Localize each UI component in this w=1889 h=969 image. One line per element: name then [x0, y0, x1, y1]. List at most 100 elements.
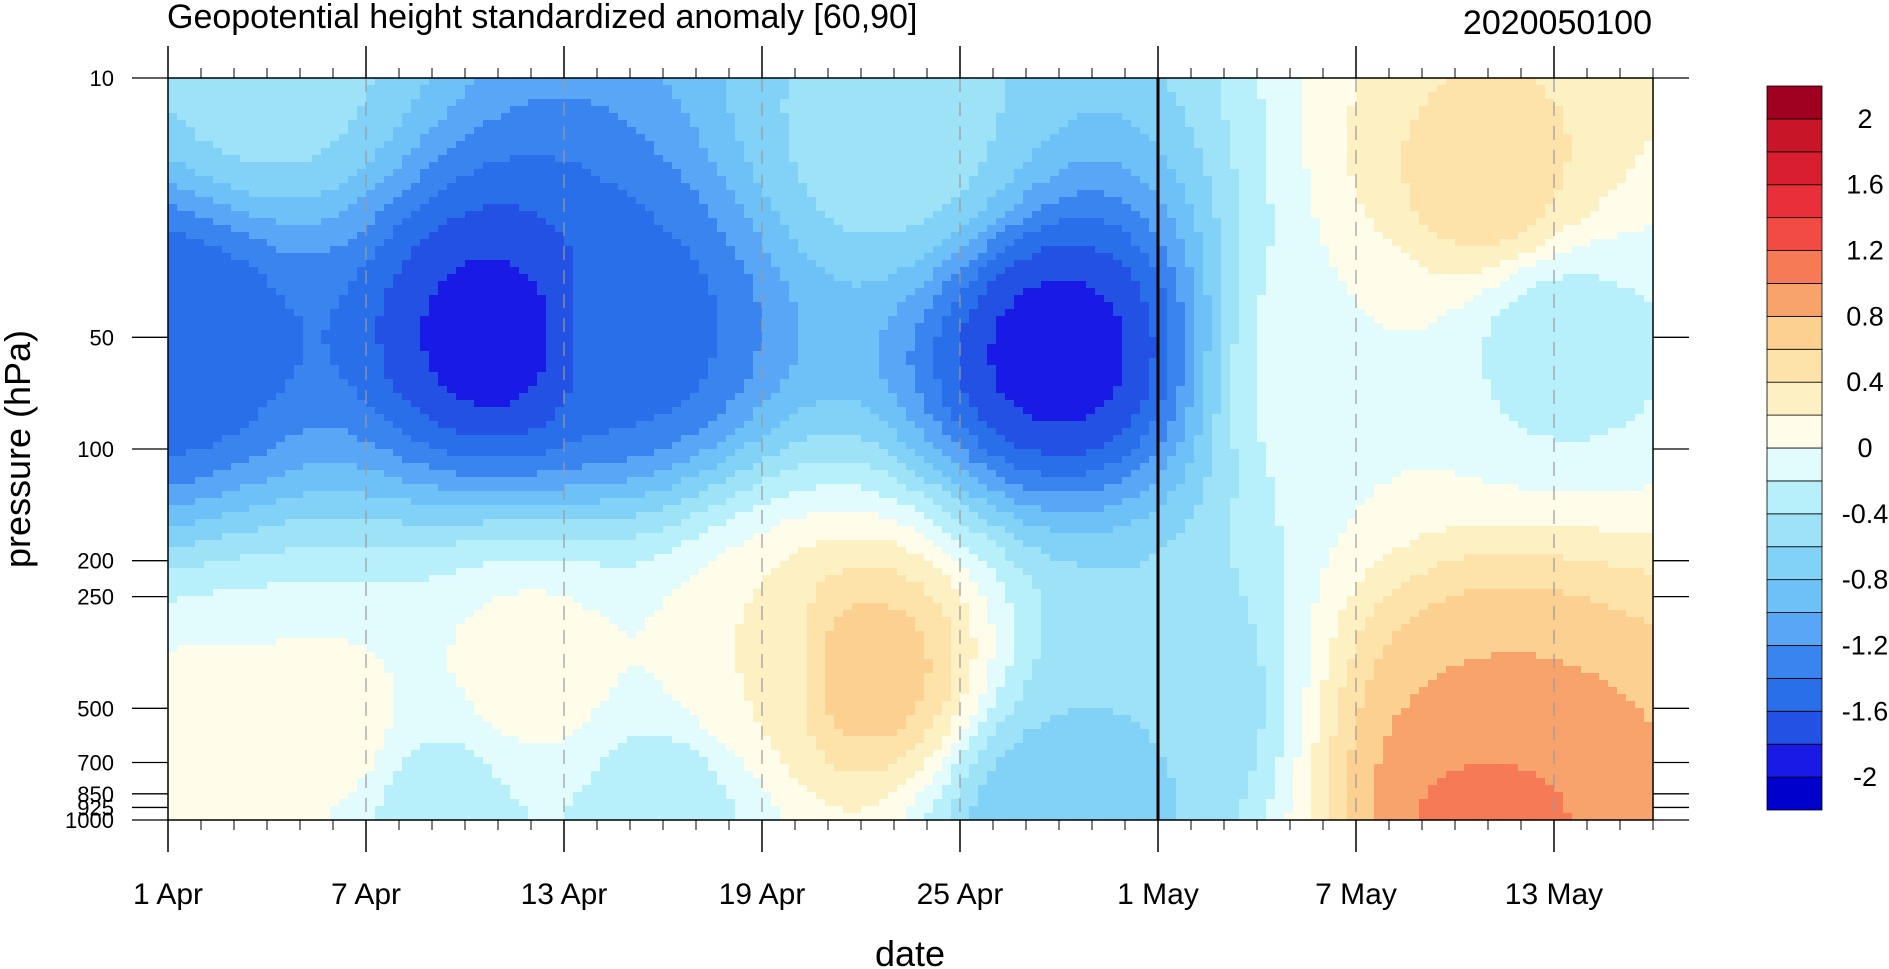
contour-cell	[663, 281, 673, 289]
contour-cell	[852, 267, 862, 275]
contour-cell	[285, 106, 295, 114]
contour-cell	[636, 120, 646, 128]
contour-cell	[474, 120, 484, 128]
contour-cell	[447, 232, 457, 240]
contour-cell	[582, 239, 592, 247]
contour-cell	[969, 113, 979, 121]
contour-cell	[609, 155, 619, 163]
contour-cell	[1176, 141, 1186, 149]
contour-cell	[285, 113, 295, 121]
contour-cell	[870, 99, 880, 107]
contour-cell	[438, 274, 448, 282]
contour-cell	[1185, 162, 1195, 170]
contour-cell	[564, 127, 574, 135]
contour-cell	[186, 274, 196, 282]
contour-cell	[1428, 127, 1438, 135]
contour-cell	[1608, 197, 1618, 205]
contour-cell	[681, 85, 691, 93]
contour-cell	[897, 246, 907, 254]
contour-cell	[618, 120, 628, 128]
contour-cell	[1482, 267, 1492, 275]
contour-cell	[501, 190, 511, 198]
contour-cell	[834, 260, 844, 268]
contour-cell	[501, 113, 511, 121]
contour-cell	[1284, 246, 1294, 254]
contour-cell	[798, 197, 808, 205]
contour-cell	[1617, 225, 1627, 233]
contour-cell	[636, 92, 646, 100]
contour-cell	[1401, 113, 1411, 121]
contour-cell	[816, 232, 826, 240]
contour-cell	[1302, 169, 1312, 177]
contour-cell	[780, 92, 790, 100]
contour-cell	[816, 197, 826, 205]
contour-cell	[834, 211, 844, 219]
contour-cell	[1194, 92, 1204, 100]
contour-cell	[1455, 155, 1465, 163]
contour-cell	[483, 239, 493, 247]
contour-cell	[1482, 120, 1492, 128]
contour-cell	[546, 176, 556, 184]
contour-cell	[447, 239, 457, 247]
contour-cell	[1608, 78, 1618, 86]
contour-cell	[1518, 99, 1528, 107]
contour-cell	[879, 176, 889, 184]
contour-cell	[645, 155, 655, 163]
contour-cell	[195, 183, 205, 191]
contour-cell	[1032, 113, 1042, 121]
contour-cell	[1068, 127, 1078, 135]
contour-cell	[1500, 169, 1510, 177]
contour-cell	[1311, 113, 1321, 121]
contour-cell	[582, 281, 592, 289]
contour-cell	[996, 281, 1006, 289]
contour-cell	[501, 120, 511, 128]
contour-cell	[636, 134, 646, 142]
contour-cell	[1266, 99, 1276, 107]
contour-cell	[168, 190, 178, 198]
contour-cell	[1437, 190, 1447, 198]
contour-cell	[1257, 225, 1267, 233]
contour-cell	[438, 99, 448, 107]
contour-cell	[924, 225, 934, 233]
contour-cell	[591, 169, 601, 177]
contour-cell	[456, 141, 466, 149]
contour-cell	[681, 106, 691, 114]
contour-cell	[402, 113, 412, 121]
contour-cell	[843, 176, 853, 184]
contour-cell	[510, 85, 520, 93]
contour-cell	[492, 288, 502, 296]
contour-cell	[411, 239, 421, 247]
contour-cell	[915, 169, 925, 177]
contour-cell	[1032, 190, 1042, 198]
contour-cell	[1194, 260, 1204, 268]
contour-cell	[1356, 169, 1366, 177]
contour-cell	[186, 253, 196, 261]
contour-cell	[1491, 127, 1501, 135]
contour-cell	[1590, 141, 1600, 149]
contour-cell	[888, 232, 898, 240]
contour-cell	[1509, 190, 1519, 198]
contour-cell	[1185, 85, 1195, 93]
contour-cell	[1365, 204, 1375, 212]
contour-cell	[1275, 281, 1285, 289]
contour-cell	[762, 190, 772, 198]
contour-cell	[870, 106, 880, 114]
contour-cell	[942, 176, 952, 184]
contour-cell	[375, 176, 385, 184]
contour-cell	[375, 232, 385, 240]
contour-cell	[312, 239, 322, 247]
contour-cell	[393, 99, 403, 107]
contour-cell	[222, 113, 232, 121]
contour-cell	[573, 127, 583, 135]
contour-cell	[1230, 162, 1240, 170]
contour-cell	[1275, 204, 1285, 212]
contour-cell	[420, 239, 430, 247]
contour-cell	[1626, 113, 1636, 121]
contour-cell	[258, 232, 268, 240]
contour-cell	[942, 225, 952, 233]
contour-cell	[726, 197, 736, 205]
contour-cell	[1320, 253, 1330, 261]
contour-cell	[609, 134, 619, 142]
contour-cell	[1419, 183, 1429, 191]
contour-cell	[429, 78, 439, 86]
